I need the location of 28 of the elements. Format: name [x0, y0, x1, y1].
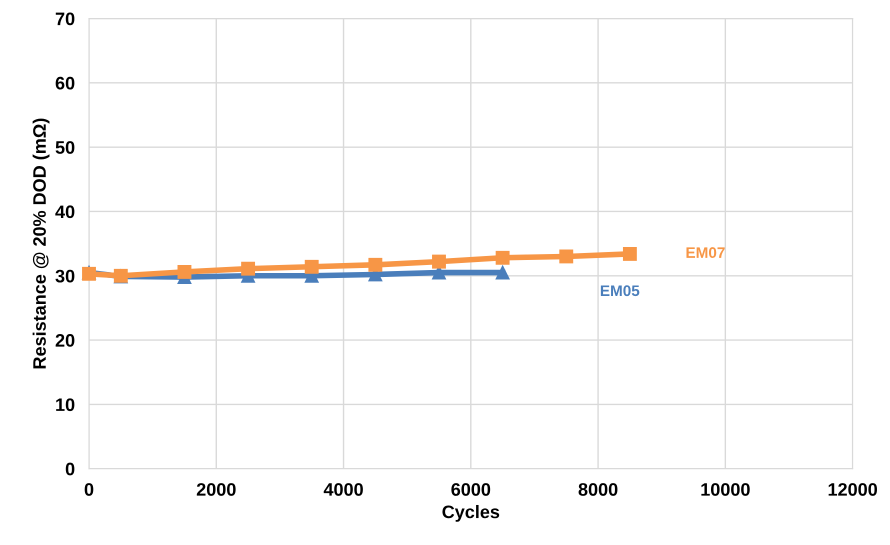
text: EM05	[600, 285, 640, 296]
point	[368, 258, 382, 272]
x-tick-label: 10000	[701, 483, 750, 496]
y-tick-label: 70	[56, 12, 74, 26]
point	[432, 254, 446, 269]
point	[178, 264, 192, 279]
y-tick-label: 0	[66, 462, 74, 476]
point	[304, 260, 319, 274]
x-tick-label: 12000	[828, 483, 877, 496]
point	[559, 250, 574, 264]
y-axis-title: Resistance @ 20% DOD (mΩ)	[32, 118, 50, 368]
x-tick-label: 6000	[451, 483, 490, 496]
x-tick-label: 0	[84, 483, 94, 496]
y-tick-label: 30	[55, 270, 74, 283]
y-tick-label: 40	[55, 205, 74, 218]
x-tick-label: 4000	[324, 483, 363, 496]
y-tick-label: 60	[56, 76, 74, 90]
x-tick-label: 2000	[196, 483, 236, 496]
point	[496, 266, 510, 280]
x-axis-title: Cycles	[442, 504, 500, 522]
y-tick-label: 20	[56, 334, 74, 347]
x-tick-label: 8000	[578, 483, 618, 496]
y-tick-label: 50	[56, 141, 74, 154]
point	[496, 250, 510, 265]
point	[622, 246, 637, 261]
point	[241, 262, 256, 276]
text: EM07	[686, 247, 725, 258]
y-tick-label: 10	[56, 398, 74, 412]
